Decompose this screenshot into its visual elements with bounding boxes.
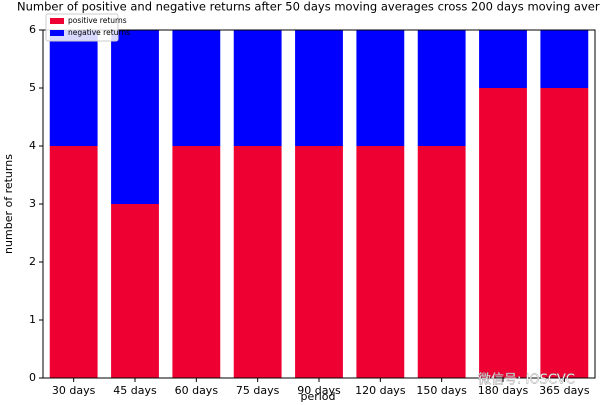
bar-segment [295,146,343,378]
bar-segment [49,30,98,146]
legend-label: positive returns [68,16,127,25]
x-tick-label: 120 days [355,384,406,397]
bar-segment [417,30,466,146]
bar-segment [172,30,221,146]
plot-frame [42,29,596,379]
y-axis-label: number of returns [2,154,15,254]
x-tick-label: 150 days [416,384,467,397]
x-tick-label: 45 days [113,384,157,397]
bar-segment [111,30,159,204]
y-tick-label: 3 [29,197,36,210]
bar-segment [295,30,343,146]
bar-segment [233,146,282,378]
y-tick-label: 0 [29,371,36,384]
x-tick-label: 365 days [539,384,590,397]
legend-swatch [50,18,64,24]
y-tick-label: 6 [29,23,36,36]
y-tick-label: 5 [29,81,36,94]
bar-segment [111,204,159,378]
x-tick-label: 30 days [52,384,96,397]
watermark: 微信号: IOSCVC [478,373,575,388]
legend-label: negative returns [68,28,130,37]
chart-title: Number of positive and negative returns … [17,0,600,14]
bar-segment [540,88,589,378]
y-tick-label: 4 [29,139,36,152]
bar-segment [417,146,466,378]
x-tick-label: 75 days [236,384,280,397]
bar-segment [233,30,282,146]
x-axis-label: period [300,390,335,403]
legend-swatch [50,30,64,36]
bar-segment [356,30,405,146]
y-tick-label: 2 [29,255,36,268]
bar-segment [479,30,527,88]
bar-segment [479,88,527,378]
bar-segment [540,30,589,88]
y-tick-label: 1 [29,313,36,326]
x-tick-label: 180 days [478,384,529,397]
bar-segment [356,146,405,378]
x-tick-label: 60 days [175,384,219,397]
x-tick-label: 90 days [297,384,341,397]
bar-segment [172,146,221,378]
bar-segment [49,146,98,378]
